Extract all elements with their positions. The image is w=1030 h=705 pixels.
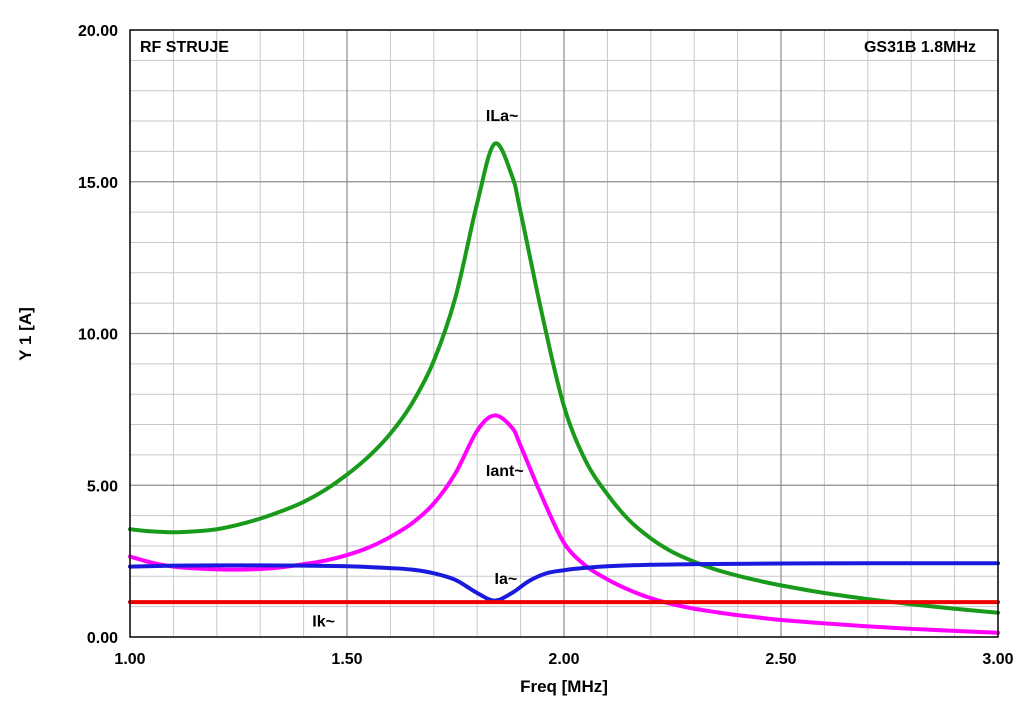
- x-tick-label: 3.00: [982, 651, 1013, 668]
- series-label: Ik~: [312, 613, 335, 630]
- series-line: [128, 561, 1000, 603]
- series-line: [128, 141, 1000, 615]
- y-tick-label: 5.00: [87, 478, 118, 495]
- x-tick-label: 1.50: [331, 651, 362, 668]
- x-axis-title: Freq [MHz]: [520, 677, 608, 696]
- series-line: [128, 413, 1000, 635]
- x-tick-label: 2.50: [765, 651, 796, 668]
- plot-frame: [129, 29, 999, 638]
- y-tick-label: 15.00: [78, 175, 118, 192]
- corner-label-left: RF STRUJE: [140, 39, 229, 56]
- y-tick-label: 0.00: [87, 630, 118, 647]
- series-label: ILa~: [486, 108, 518, 125]
- series-layer: [128, 141, 1000, 635]
- x-tick-label: 2.00: [548, 651, 579, 668]
- corner-label-right: GS31B 1.8MHz: [864, 39, 976, 56]
- x-tick-labels: 1.00 1.50 2.00 2.50 3.00: [114, 651, 1013, 668]
- y-tick-label: 10.00: [78, 327, 118, 344]
- y-axis-title: Y 1 [A]: [16, 307, 35, 361]
- series-label: Iant~: [486, 463, 524, 480]
- series-labels: ILa~ Iant~ Ia~ Ik~: [312, 108, 523, 630]
- y-tick-labels: 0.00 5.00 10.00 15.00 20.00: [78, 23, 118, 647]
- x-tick-label: 1.00: [114, 651, 145, 668]
- y-tick-label: 20.00: [78, 23, 118, 40]
- major-grid: [130, 30, 998, 637]
- series-label: Ia~: [495, 571, 518, 588]
